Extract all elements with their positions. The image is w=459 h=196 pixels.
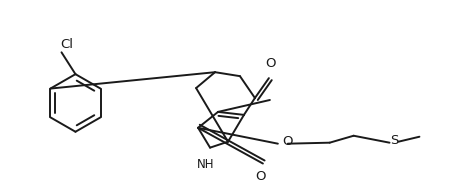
Text: NH: NH	[197, 158, 215, 171]
Text: O: O	[266, 57, 276, 70]
Text: S: S	[391, 134, 399, 147]
Text: O: O	[256, 171, 266, 183]
Text: O: O	[282, 135, 292, 148]
Text: Cl: Cl	[61, 38, 73, 51]
